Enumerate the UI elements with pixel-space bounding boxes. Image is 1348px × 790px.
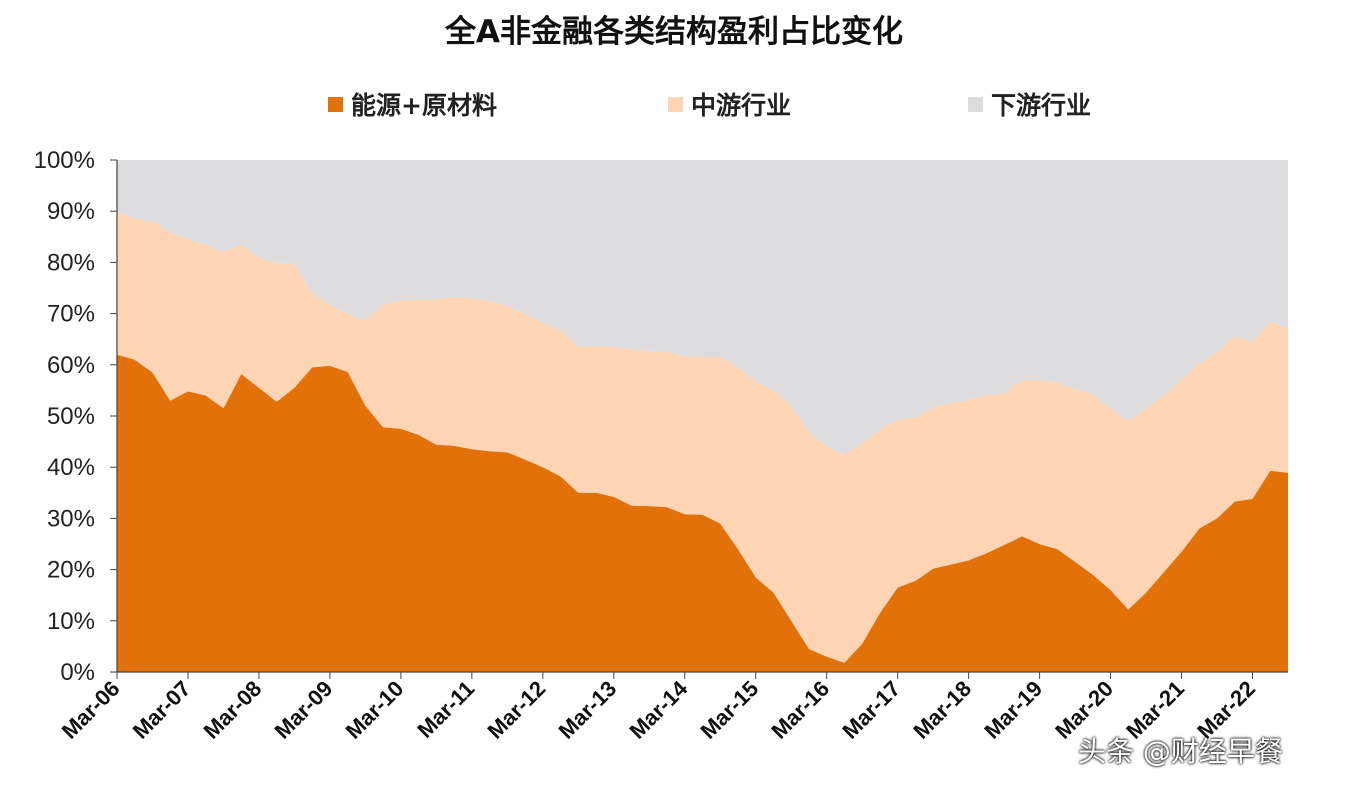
x-tick-label: Mar-15 [695,676,763,744]
y-tick-label: 20% [47,557,95,584]
legend-label-downstream: 下游行业 [991,91,1092,120]
y-tick-label: 90% [47,198,95,225]
legend-swatch-energy [328,96,343,112]
legend-item-energy: 能源+原材料 [328,86,497,122]
legend-item-midstream: 中游行业 [668,86,791,122]
x-tick-label: Mar-16 [766,676,834,744]
y-tick-label: 70% [47,301,95,328]
x-tick-label: Mar-07 [128,676,196,744]
legend-swatch-downstream [968,96,983,112]
chart-title: 全A非金融各类结构盈利占比变化 [445,14,903,50]
y-tick-label: 80% [47,249,95,276]
x-tick-label: Mar-11 [412,676,479,743]
x-tick-label: Mar-09 [270,676,338,744]
x-tick-label: Mar-10 [341,676,409,744]
y-tick-label: 10% [47,608,95,635]
legend-item-downstream: 下游行业 [968,86,1091,122]
legend-label-midstream: 中游行业 [691,91,792,120]
y-tick-label: 100% [34,147,95,174]
x-tick-label: Mar-06 [57,676,125,744]
x-tick-label: Mar-12 [483,676,551,744]
area-series-downstream [117,160,1288,455]
watermark-text: 头条 @财经早餐 [1078,735,1283,768]
x-tick-label: Mar-14 [624,675,692,743]
y-tick-label: 60% [47,352,95,379]
area-series-energy [117,354,1288,672]
x-tick-label: Mar-08 [199,676,267,744]
y-tick-label: 40% [47,454,95,481]
x-tick-label: Mar-18 [908,676,976,744]
legend-label-energy: 能源+原材料 [351,91,497,120]
legend-swatch-midstream [668,96,683,112]
y-tick-label: 0% [60,659,95,686]
x-tick-label: Mar-19 [979,676,1047,744]
area-series-midstream [117,211,1288,663]
y-tick-label: 50% [47,403,95,430]
y-tick-label: 30% [47,505,95,532]
x-tick-label: Mar-13 [553,676,621,744]
x-tick-label: Mar-17 [837,676,905,744]
